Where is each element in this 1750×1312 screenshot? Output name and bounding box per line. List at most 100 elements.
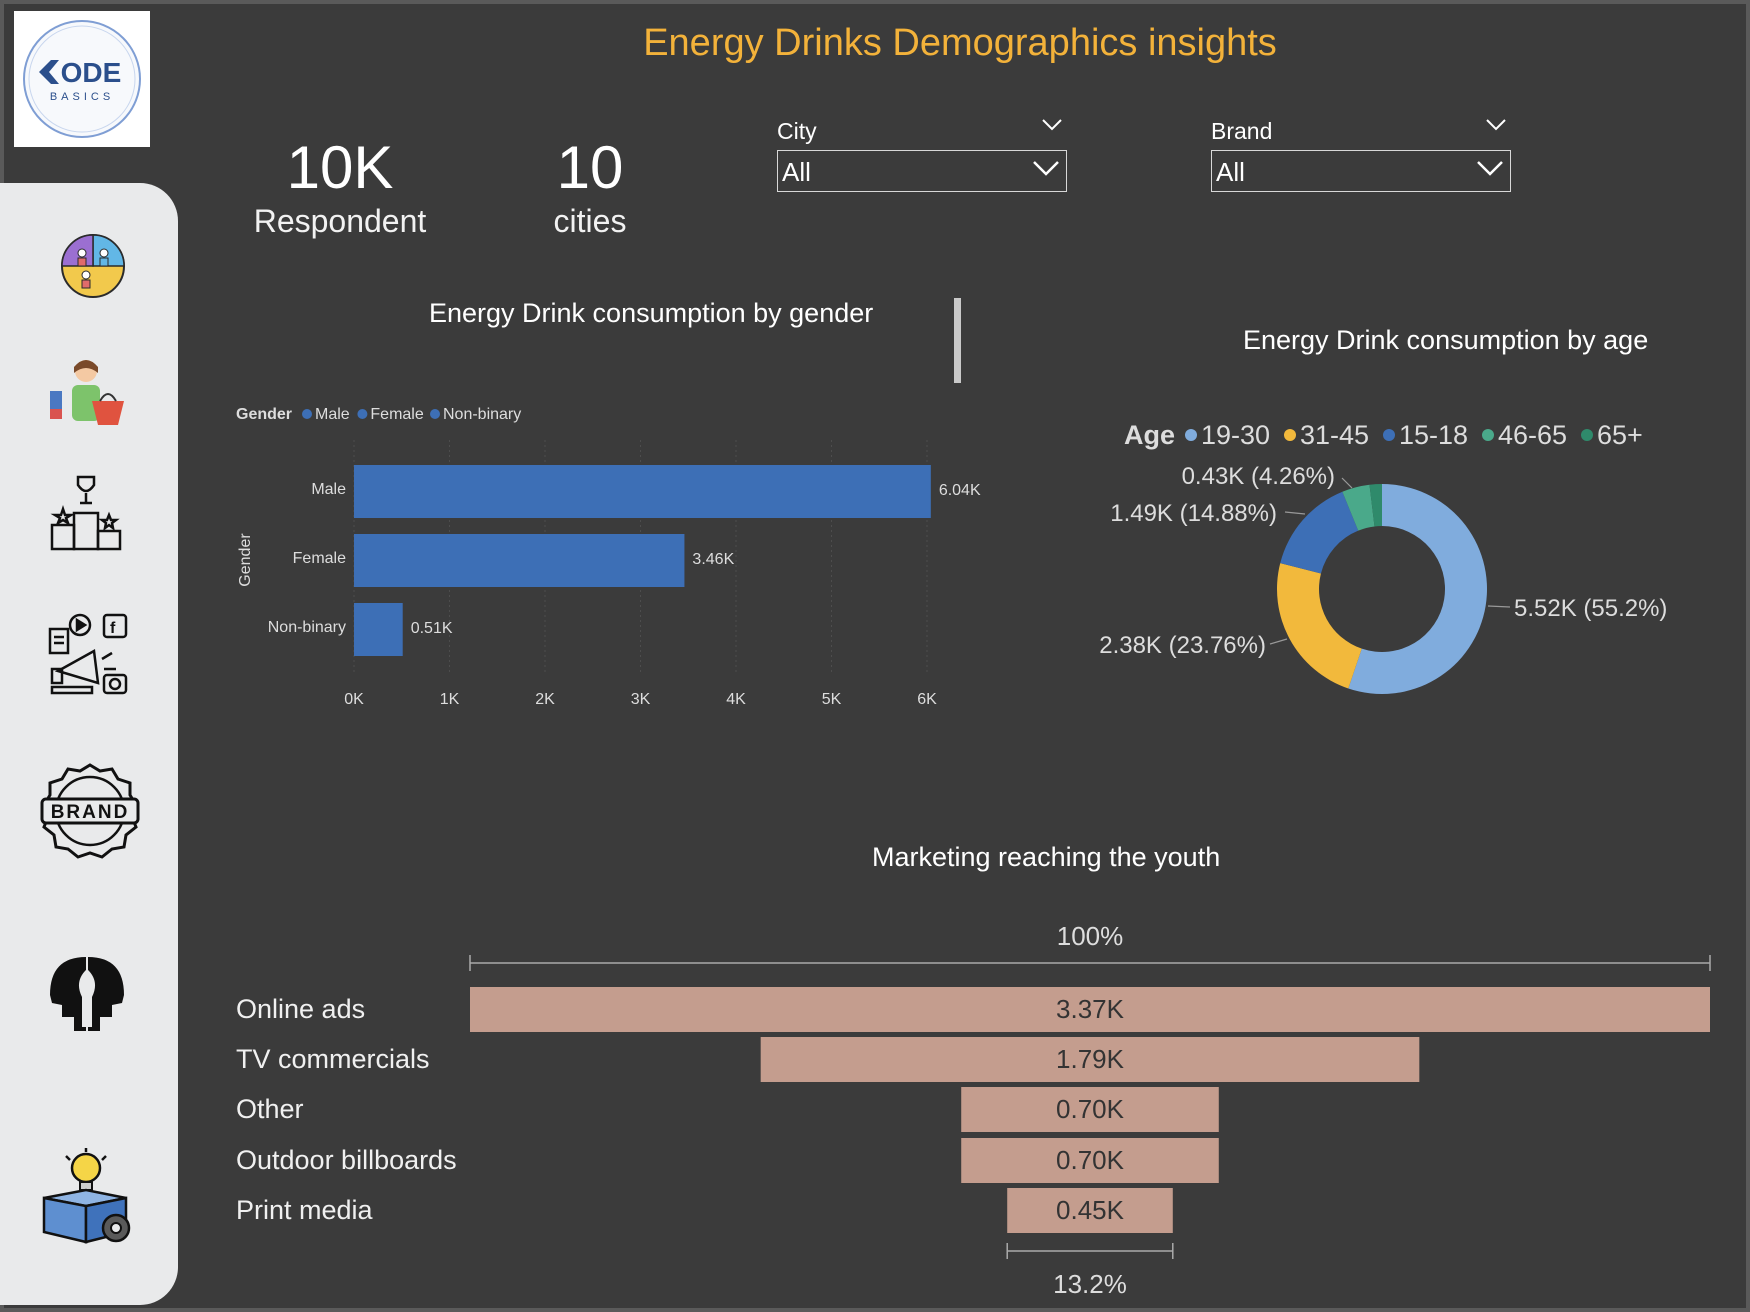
data-label: 6.04K <box>939 482 981 499</box>
x-tick-label: 4K <box>726 691 746 708</box>
legend-entry: 65+ <box>1597 420 1643 450</box>
y-category-label: Male <box>311 481 346 498</box>
data-label: 0.45K <box>1056 1195 1125 1225</box>
data-label: 3.46K <box>692 551 734 568</box>
legend-entry: 15-18 <box>1399 420 1468 450</box>
data-label: 0.51K <box>411 620 453 637</box>
data-label: 0.70K <box>1056 1145 1125 1175</box>
x-tick-label: 1K <box>440 691 460 708</box>
funnel-bar <box>470 987 1710 1032</box>
demographics-icon[interactable] <box>58 231 128 301</box>
data-label: 3.37K <box>1056 994 1125 1024</box>
mind-icon[interactable] <box>44 951 130 1037</box>
data-label: 2.38K (23.76%) <box>1099 632 1266 659</box>
chevron-down-icon[interactable] <box>1485 118 1507 132</box>
kpi-cities: 10 cities <box>520 133 660 239</box>
idea-box-icon[interactable] <box>40 1148 136 1244</box>
marketing-funnel-chart: 100% Online ads 3.37K TV commercials 1.79K Ot… <box>236 921 1711 1299</box>
legend-title: Age <box>1124 420 1175 450</box>
legend-entry: 19-30 <box>1201 420 1270 450</box>
bar <box>354 465 931 518</box>
leader-line <box>1269 638 1288 645</box>
marketing-icon[interactable]: f <box>48 613 130 695</box>
data-label: 5.52K (55.2%) <box>1514 595 1667 622</box>
age-donut-chart: Age 19-30 31-45 15-18 46-65 65+ 5.52K (55.2%) 2… <box>1099 420 1667 694</box>
shopper-icon[interactable] <box>48 353 126 431</box>
page-title: Energy Drinks Demographics insights <box>643 22 1277 64</box>
leader-line <box>1284 511 1306 515</box>
brand-dropdown-value: All <box>1216 157 1245 187</box>
bar <box>354 534 685 587</box>
x-tick-label: 3K <box>631 691 651 708</box>
kpi-value: 10K <box>286 134 394 201</box>
funnel-chart-title: Marketing reaching the youth <box>872 842 1221 872</box>
brand-slicer: Brand All <box>1211 118 1511 192</box>
logo-text-bottom: BASICS <box>50 91 114 103</box>
kpi-respondent: 10K Respondent <box>240 133 440 239</box>
legend-marker <box>1284 429 1296 441</box>
gender-bar-chart: Gender Male Female Non-binary 0K 1K 2K 3K 4K 5K 6K… <box>236 406 981 708</box>
funnel-top-label: 100% <box>1057 921 1124 951</box>
legend-entry: Male <box>315 406 350 423</box>
donut-slice <box>1348 484 1488 694</box>
brand-slicer-label: Brand <box>1211 118 1273 144</box>
legend-marker <box>1185 429 1197 441</box>
x-tick-label: 0K <box>344 691 364 708</box>
donut-slice <box>1277 563 1362 689</box>
legend-marker <box>1581 429 1593 441</box>
legend-entry: Female <box>370 406 423 423</box>
funnel-category-label: Online ads <box>236 994 365 1024</box>
logo-text-top: ODE <box>61 57 122 88</box>
scrollbar[interactable] <box>954 298 961 383</box>
gender-chart-title: Energy Drink consumption by gender <box>429 298 874 328</box>
podium-icon[interactable] <box>48 473 126 551</box>
funnel-category-label: TV commercials <box>236 1044 430 1074</box>
bar <box>354 603 403 656</box>
legend-marker <box>1482 429 1494 441</box>
legend-entry: Non-binary <box>443 406 521 423</box>
data-label: 0.43K (4.26%) <box>1182 463 1335 490</box>
brand-badge-icon[interactable]: BRAND <box>40 761 140 861</box>
sidebar: f BRAND <box>0 183 178 1305</box>
funnel-bar <box>760 1037 1420 1082</box>
x-tick-label: 6K <box>917 691 937 708</box>
donut-slice <box>1342 484 1375 531</box>
funnel-category-label: Outdoor billboards <box>236 1145 457 1175</box>
data-label: 0.70K <box>1056 1094 1125 1124</box>
chevron-down-icon <box>1477 161 1503 176</box>
brand-dropdown[interactable]: All <box>1211 150 1511 192</box>
kpi-value: 10 <box>556 134 624 201</box>
funnel-bar <box>961 1138 1219 1183</box>
x-tick-label: 5K <box>822 691 842 708</box>
funnel-category-label: Print media <box>236 1195 374 1225</box>
city-slicer-label: City <box>777 118 817 144</box>
chevron-down-icon <box>1033 161 1059 176</box>
svg-text:f: f <box>110 620 116 637</box>
leader-line <box>1487 605 1511 608</box>
svg-text:BRAND: BRAND <box>51 802 130 823</box>
legend-entry: 46-65 <box>1498 420 1567 450</box>
funnel-category-label: Other <box>236 1094 304 1124</box>
y-category-label: Non-binary <box>268 619 346 636</box>
legend-marker <box>357 409 368 419</box>
donut-slice <box>1369 484 1382 527</box>
legend-entry: 31-45 <box>1300 420 1369 450</box>
y-category-label: Female <box>293 550 346 567</box>
age-chart-title: Energy Drink consumption by age <box>1243 325 1649 355</box>
leader-line <box>1341 477 1353 489</box>
data-label: 1.79K <box>1056 1044 1125 1074</box>
city-slicer: City All <box>777 118 1067 192</box>
funnel-bar <box>961 1087 1219 1132</box>
funnel-bar <box>1007 1188 1173 1233</box>
chevron-down-icon[interactable] <box>1041 118 1063 132</box>
donut-slice <box>1280 491 1359 574</box>
city-dropdown[interactable]: All <box>777 150 1067 192</box>
kpi-label: cities <box>553 203 627 239</box>
codebasics-logo: ODE BASICS <box>14 11 150 147</box>
legend-marker <box>430 409 440 419</box>
y-axis-title: Gender <box>237 533 254 587</box>
funnel-bottom-label: 13.2% <box>1053 1269 1127 1299</box>
legend-title: Gender <box>236 406 292 423</box>
x-tick-label: 2K <box>535 691 555 708</box>
legend-marker <box>302 409 312 419</box>
